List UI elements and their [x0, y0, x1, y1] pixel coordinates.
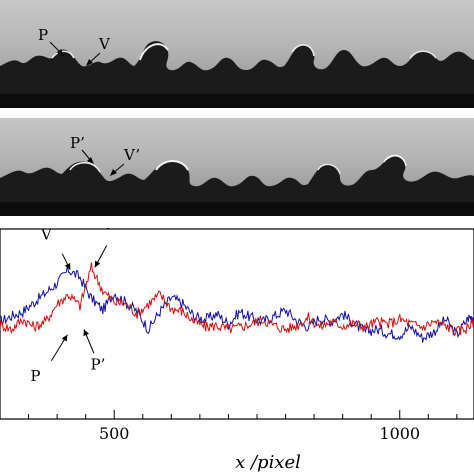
plot-annotation-label: P’ [91, 355, 106, 373]
profile-plot: 500 1000 V V’ P P’ x /pixel [0, 228, 474, 474]
frame-2-label-v: V’ [123, 146, 140, 164]
series-layer [0, 262, 474, 343]
frame-2-wall [0, 202, 474, 216]
x-tick-label: 1000 [379, 424, 420, 443]
frame-1-label-p: P [38, 26, 48, 44]
annotation-layer: V V’ P P’ [30, 228, 119, 385]
plot-annotation-label: P [30, 367, 40, 385]
frame-2-vortex-edge [155, 160, 189, 171]
x-tick-label: 500 [99, 424, 130, 443]
arrow-head-icon [94, 260, 101, 268]
frame-1-label-v: V [98, 35, 111, 53]
frame-2-label-p: P’ [70, 134, 85, 152]
tick-layer: 500 1000 [0, 410, 458, 443]
frame-1-vortex-edge [409, 50, 437, 59]
plot-annotation-label: V [40, 228, 53, 244]
frame-1-vortex-edge [51, 50, 75, 59]
frame-2-vortex-edge [317, 163, 341, 175]
arrow-head-icon [61, 334, 68, 342]
frame-1-vortex-edge [291, 44, 315, 57]
arrow-head-icon [87, 157, 94, 164]
frame-2-vortex-edge [383, 154, 407, 167]
frame-1-wall [0, 94, 474, 108]
frame-image-2-svg: P’ V’ [0, 118, 474, 216]
profile-plot-svg: 500 1000 V V’ P P’ x /pixel [0, 228, 474, 473]
series-line-1 [0, 262, 474, 337]
arrow-head-icon [83, 329, 90, 337]
frame-1-vortex-edge [139, 43, 169, 61]
plot-annotation-label: V’ [102, 228, 119, 233]
arrow-head-icon [64, 262, 71, 270]
arrow-head-icon [57, 49, 64, 56]
frame-1-vortex-layer [0, 41, 474, 108]
frame-2-vortex-edge [69, 162, 101, 173]
x-axis-label: x /pixel [235, 452, 301, 473]
series-line-0 [0, 265, 474, 343]
frame-image-2: P’ V’ [0, 118, 474, 216]
arrow-head-icon [86, 59, 93, 66]
plot-frame [0, 228, 474, 420]
arrow-head-icon [110, 169, 117, 176]
frame-2-vortex-layer [0, 156, 474, 216]
frame-image-1-svg: P V [0, 0, 474, 108]
frame-image-1: P V [0, 0, 474, 108]
